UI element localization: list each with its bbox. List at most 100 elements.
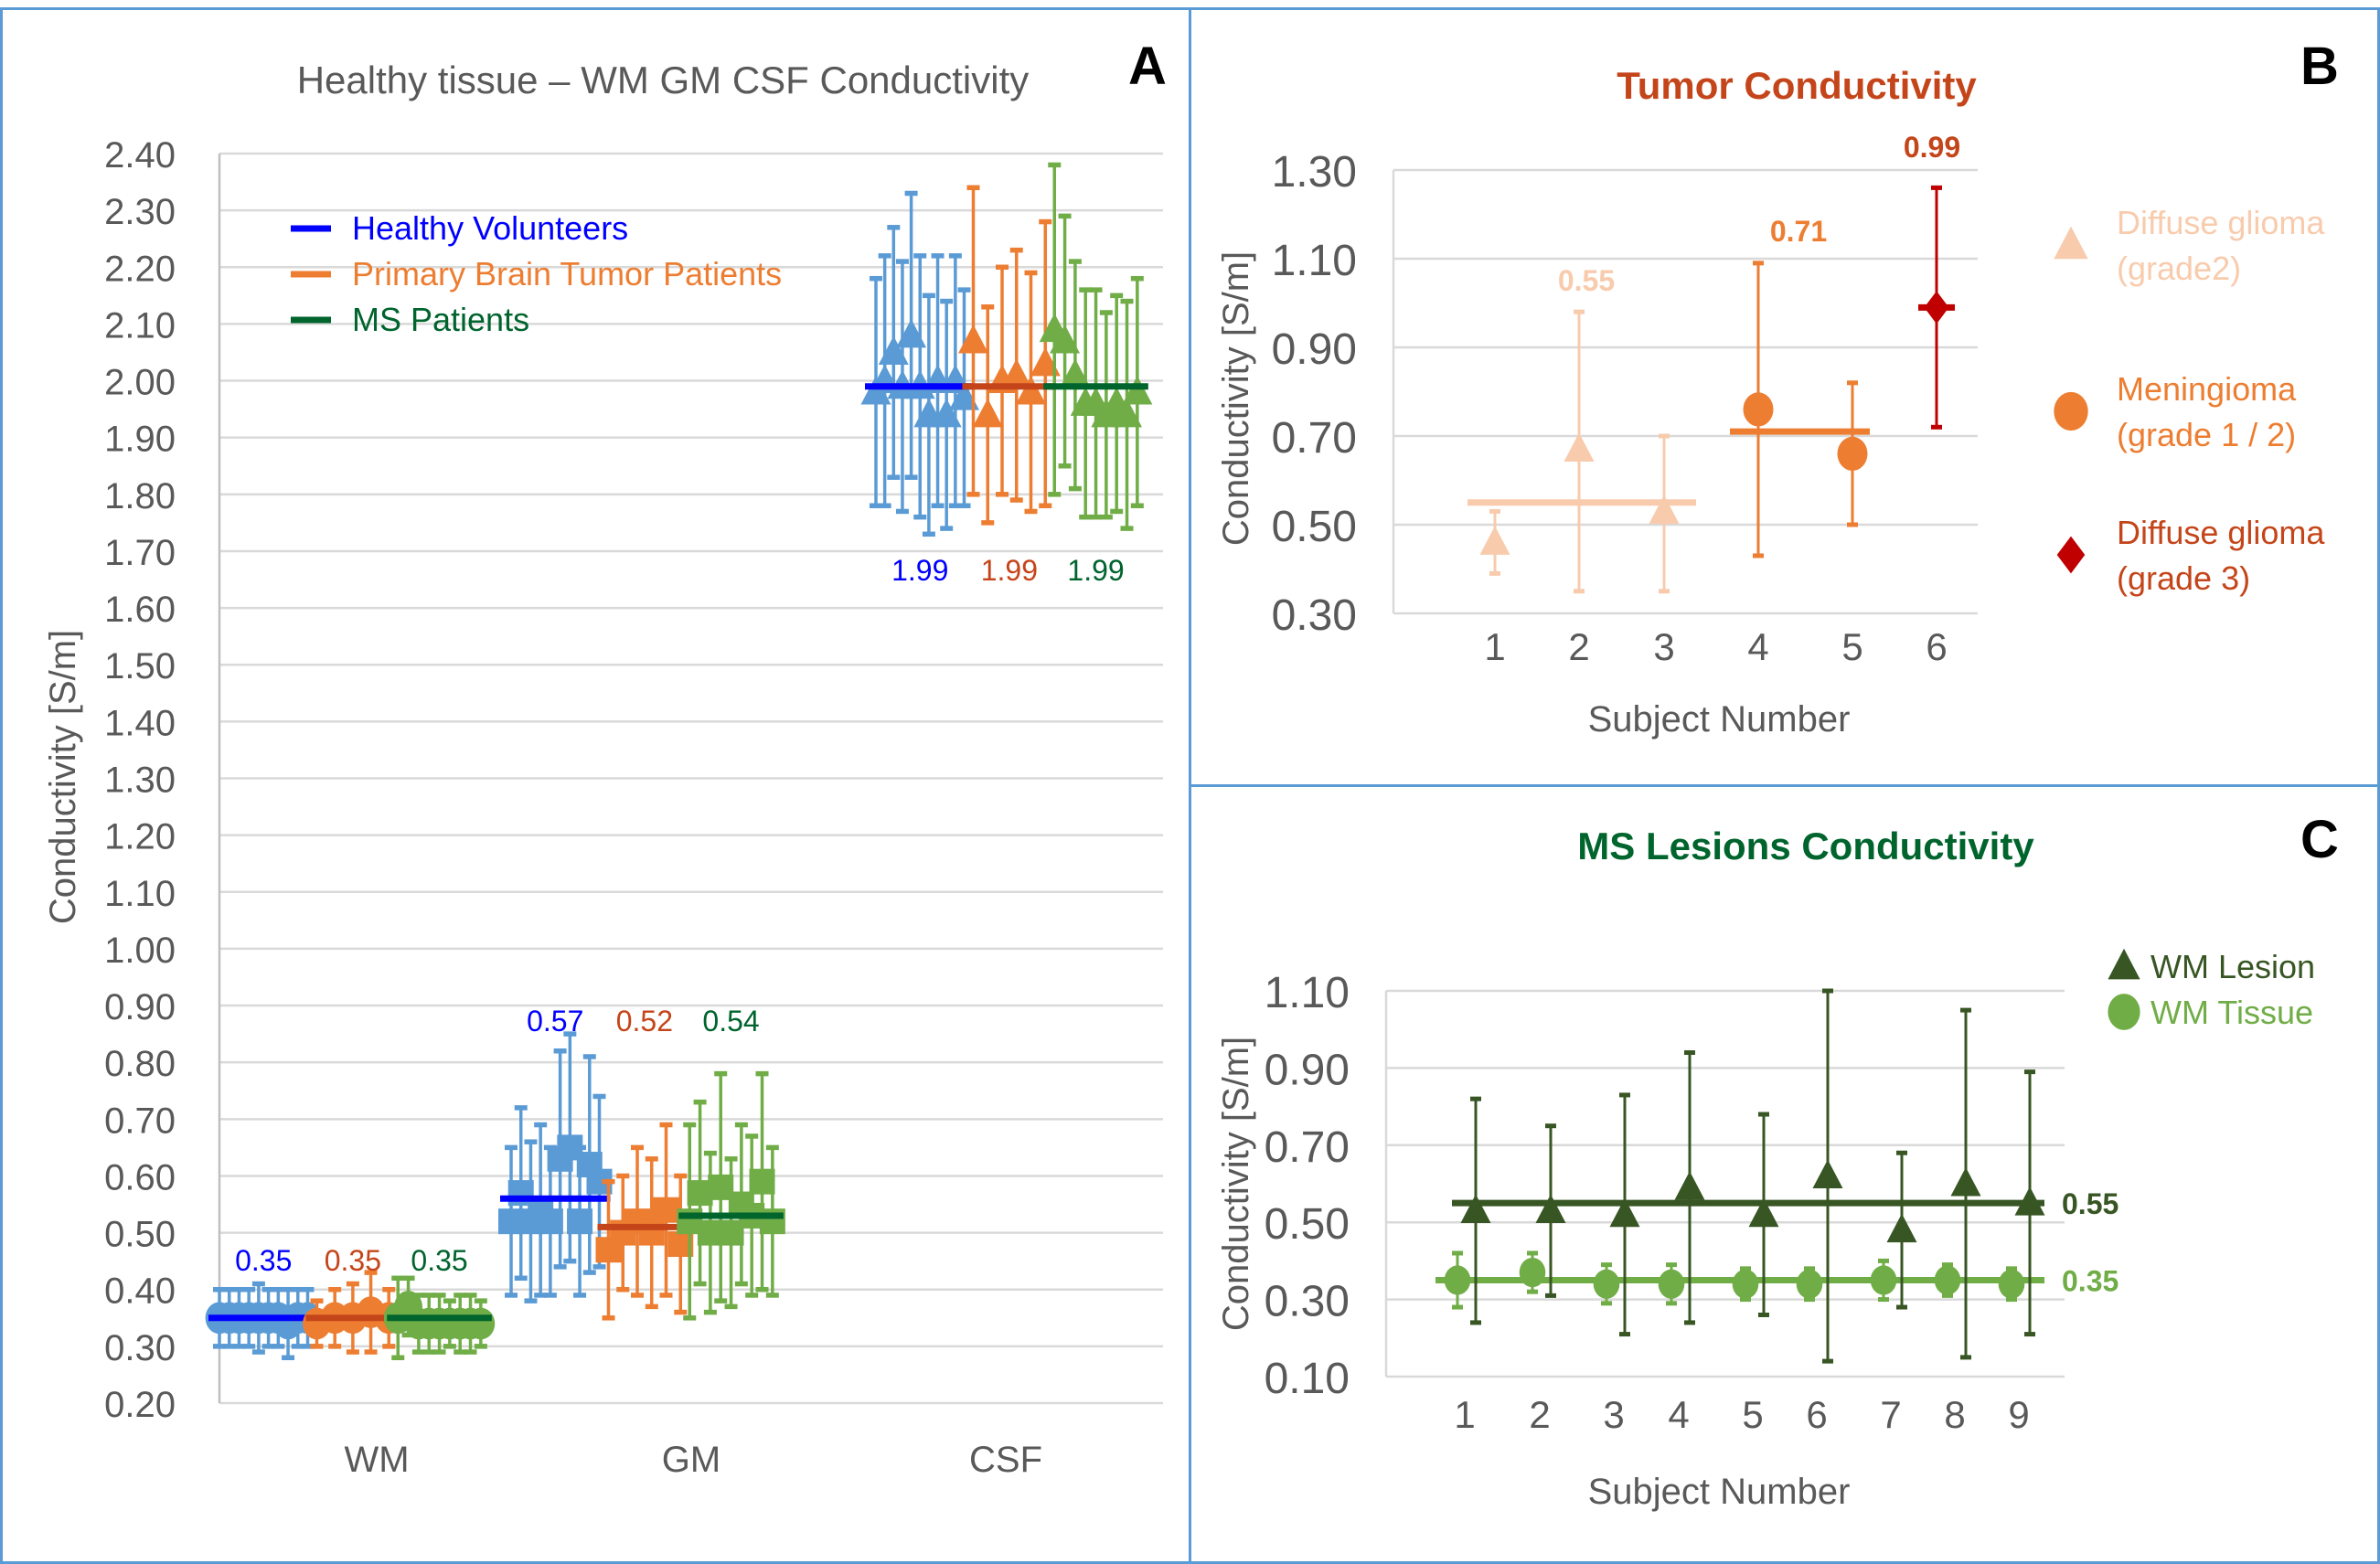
data-point [1112,398,1143,428]
y-tick-label: 2.20 [104,249,176,289]
panel-a-letter: A [1128,37,1167,96]
x-tick-label: GM [662,1440,720,1480]
series-meningioma-grade-1-2-: 0.71 [1730,215,1870,559]
y-tick-label: 1.10 [104,874,176,914]
x-tick-label: 5 [1841,625,1862,668]
y-tick-label: 0.90 [1265,1046,1350,1094]
y-tick-label: 0.50 [1265,1200,1350,1249]
data-point [759,1208,785,1235]
y-tick-label: 1.00 [104,931,176,971]
y-tick-label: 2.30 [104,192,176,232]
data-point [653,1197,679,1223]
legend-marker [2108,994,2140,1030]
data-point [1001,358,1032,388]
y-tick-label: 1.90 [104,420,176,460]
x-tick-label: 3 [1603,1393,1624,1436]
data-point [1564,432,1595,463]
mean-label: 0.35 [411,1244,467,1277]
series-healthy-volunteers: 1.99 [860,190,980,587]
y-tick-label: 1.10 [1272,237,1357,285]
series-wm-lesion: 0.55 [1452,988,2119,1364]
data-point [958,325,989,354]
legend-label: WM Lesion [2151,948,2315,985]
mean-label: 1.99 [891,554,948,587]
panel-b: B Tumor Conductivity Conductivity [S/m] … [1216,37,2339,739]
x-tick-label: 1 [1454,1393,1475,1436]
legend-label: WM Tissue [2151,994,2313,1031]
mean-label: 0.55 [2062,1187,2119,1220]
data-point [1460,1194,1491,1224]
panel-c-letter: C [2300,810,2339,869]
group-wm: 0.35 0.35 0.35 [205,1244,496,1361]
series-primary-brain-tumor-patients: 0.52 [595,1005,694,1321]
mean-label: 0.57 [527,1005,583,1037]
y-tick-label: 1.20 [104,817,176,857]
x-tick-label: 5 [1742,1393,1763,1436]
data-point [1748,1197,1779,1228]
mean-label: 0.54 [702,1005,759,1037]
y-tick-label: 0.90 [1272,325,1357,374]
legend-marker [2054,226,2088,260]
data-point [1060,358,1091,388]
x-tick-label: 7 [1880,1393,1901,1436]
legend-label: MS Patients [352,301,529,338]
legend-label: (grade2) [2117,250,2241,287]
legend-item: Healthy Volunteers [291,209,628,247]
y-tick-label: 1.60 [104,590,176,630]
y-tick-label: 2.00 [104,363,176,403]
mean-label: 0.35 [2062,1265,2119,1298]
series-diffuse-glioma-grade2-: 0.55 [1467,264,1696,594]
y-tick-label: 1.80 [104,476,176,516]
x-tick-label: WM [344,1440,409,1480]
y-tick-label: 1.30 [1272,148,1357,197]
series-ms-patients: 0.35 [383,1244,496,1361]
panel-b-xlabel: Subject Number [1588,699,1851,739]
data-point [1479,526,1510,555]
series-primary-brain-tumor-patients: 0.35 [303,1244,403,1355]
data-point [1743,392,1774,427]
series-ms-patients: 1.99 [1039,162,1153,587]
y-tick-label: 0.30 [1272,591,1357,640]
series-primary-brain-tumor-patients: 1.99 [958,185,1061,587]
y-tick-label: 0.60 [104,1157,176,1197]
y-tick-label: 2.40 [104,135,176,176]
legend-label: Diffuse glioma [2117,204,2325,241]
mean-label: 0.55 [1558,264,1615,297]
legend-item: Diffuse glioma (grade 3) [2056,514,2325,597]
panel-a-ylabel: Conductivity [S/m] [43,630,83,924]
data-point [749,1168,775,1195]
legend-item: WM Lesion [2108,948,2315,985]
panel-c: C MS Lesions Conductivity Conductivity [… [1216,810,2339,1512]
x-tick-label: 8 [1944,1393,1965,1436]
series-diffuse-glioma-grade-3-: 0.99 [1904,131,1960,430]
mean-label: 0.99 [1904,131,1960,164]
data-point [1950,1167,1981,1197]
series-ms-patients: 0.54 [677,1005,785,1321]
data-point [1658,1269,1685,1299]
x-tick-label: 9 [2008,1393,2029,1436]
x-tick-label: 2 [1529,1393,1550,1436]
y-tick-label: 0.70 [1272,414,1357,463]
mean-label: 0.35 [325,1244,381,1277]
legend-label: Primary Brain Tumor Patients [352,255,782,293]
panel-b-title: Tumor Conductivity [1617,64,1977,107]
data-point [466,1307,496,1340]
panel-c-xlabel: Subject Number [1588,1472,1851,1512]
x-tick-label: 2 [1568,625,1589,668]
y-tick-label: 0.50 [1272,503,1357,551]
group-csf: 1.99 1.99 1.99 [860,162,1153,587]
data-point [638,1219,665,1246]
panel-a: A Healthy tissue – WM GM CSF Conductivit… [43,37,1167,1480]
y-tick-label: 0.50 [104,1215,176,1255]
x-tick-label: 1 [1484,625,1505,668]
x-tick-label: 4 [1668,1393,1689,1436]
legend-label: (grade 1 / 2) [2117,416,2296,453]
data-point [1016,375,1047,405]
panel-a-title: Healthy tissue – WM GM CSF Conductivity [297,59,1030,101]
legend-label: Meningioma [2117,370,2297,408]
legend-marker [2056,536,2086,574]
y-tick-label: 1.10 [1265,969,1350,1017]
panel-c-ylabel: Conductivity [S/m] [1216,1037,1256,1331]
legend-label: Healthy Volunteers [352,209,628,247]
